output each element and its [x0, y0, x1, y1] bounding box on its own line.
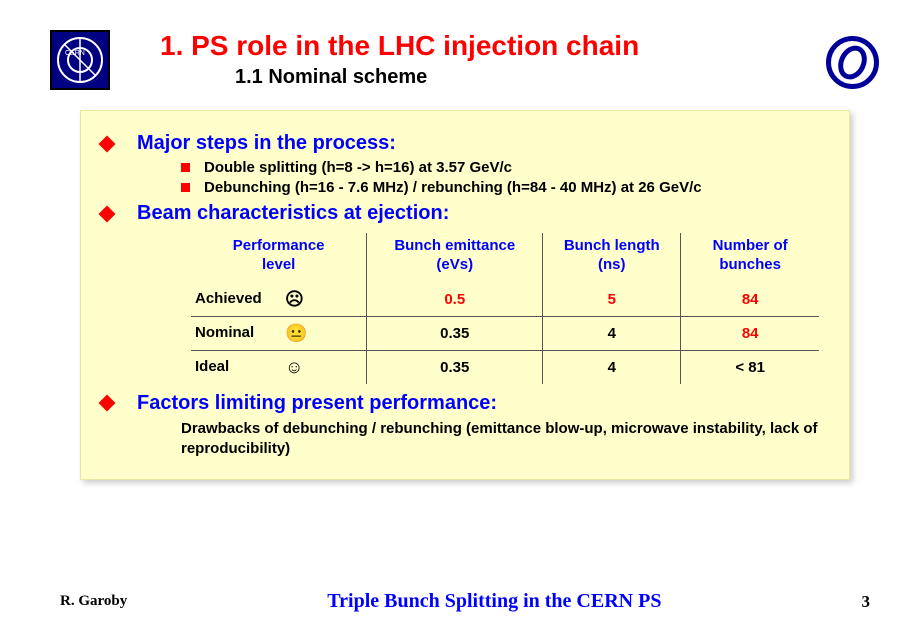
cell-bunches: 84 [742, 325, 759, 342]
table-row: Ideal☺ 0.35 4 < 81 [191, 350, 819, 384]
page-number: 3 [862, 592, 871, 612]
diamond-bullet-icon [99, 135, 116, 152]
diamond-bullet-icon [99, 205, 116, 222]
section-steps-heading: Major steps in the process: [101, 132, 829, 155]
step-item: Double splitting (h=8 -> h=16) at 3.57 G… [181, 159, 829, 176]
col-header: Bunch length(ns) [564, 237, 660, 273]
col-header: Bunch emittance(eVs) [394, 237, 515, 273]
cell-bunches: 84 [742, 291, 759, 308]
row-label: Achieved [195, 290, 285, 307]
beam-table: Performancelevel Bunch emittance(eVs) Bu… [191, 233, 819, 384]
content-box: Major steps in the process: Double split… [80, 110, 850, 480]
step-item: Debunching (h=16 - 7.6 MHz) / rebunching… [181, 179, 829, 196]
section-factors-heading: Factors limiting present performance: [101, 392, 829, 415]
table-row: Nominal😐 0.35 4 84 [191, 316, 819, 350]
step-text: Debunching (h=16 - 7.6 MHz) / rebunching… [204, 179, 702, 196]
cell-length: 5 [608, 291, 616, 308]
row-label: Ideal [195, 358, 285, 375]
cell-length: 4 [608, 359, 616, 376]
section-beam-heading: Beam characteristics at ejection: [101, 202, 829, 225]
footer-title: Triple Bunch Splitting in the CERN PS [127, 590, 861, 613]
cell-emittance: 0.5 [444, 291, 465, 308]
heading-text: Major steps in the process: [137, 132, 396, 155]
heading-text: Factors limiting present performance: [137, 392, 497, 415]
author-name: R. Garoby [60, 593, 127, 610]
diamond-bullet-icon [99, 395, 116, 412]
org-logo-icon [825, 35, 880, 90]
table-row: Achieved☹ 0.5 5 84 [191, 283, 819, 317]
slide-header: CERN 1. PS role in the LHC injection cha… [0, 0, 920, 90]
title-block: 1. PS role in the LHC injection chain 1.… [110, 30, 825, 89]
cern-logo: CERN [50, 30, 110, 90]
cell-emittance: 0.35 [440, 359, 469, 376]
factors-text: Drawbacks of debunching / rebunching (em… [181, 419, 829, 460]
square-bullet-icon [181, 163, 190, 172]
sad-face-icon: ☹ [285, 289, 304, 310]
cell-emittance: 0.35 [440, 325, 469, 342]
col-header: Performancelevel [233, 237, 325, 273]
row-label: Nominal [195, 324, 285, 341]
cell-bunches: < 81 [735, 359, 765, 376]
slide-title: 1. PS role in the LHC injection chain [160, 30, 825, 62]
heading-text: Beam characteristics at ejection: [137, 202, 449, 225]
col-header: Number ofbunches [713, 237, 788, 273]
slide-footer: R. Garoby Triple Bunch Splitting in the … [0, 590, 920, 613]
slide-subtitle: 1.1 Nominal scheme [235, 66, 825, 89]
square-bullet-icon [181, 183, 190, 192]
happy-face-icon: ☺ [285, 357, 303, 378]
svg-text:CERN: CERN [65, 50, 85, 57]
cell-length: 4 [608, 325, 616, 342]
neutral-face-icon: 😐 [285, 323, 307, 344]
step-text: Double splitting (h=8 -> h=16) at 3.57 G… [204, 159, 512, 176]
